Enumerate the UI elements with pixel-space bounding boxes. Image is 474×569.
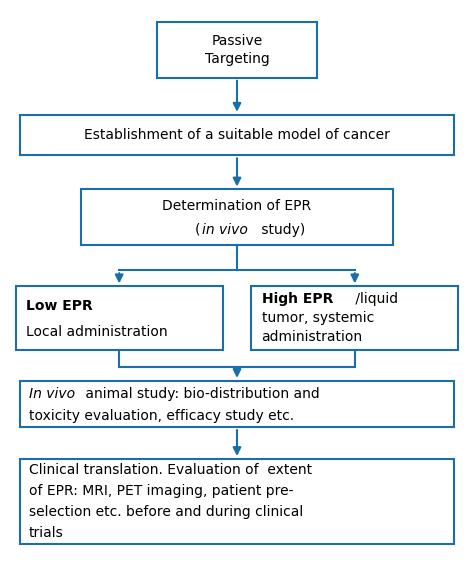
FancyBboxPatch shape — [20, 114, 454, 155]
Text: trials: trials — [29, 526, 64, 540]
Text: In vivo: In vivo — [29, 387, 75, 401]
FancyBboxPatch shape — [20, 381, 454, 427]
FancyBboxPatch shape — [157, 22, 317, 78]
Text: (: ( — [195, 222, 200, 237]
FancyBboxPatch shape — [251, 286, 458, 349]
Text: in vivo: in vivo — [201, 222, 247, 237]
Text: administration: administration — [262, 330, 363, 344]
FancyBboxPatch shape — [16, 286, 223, 349]
Text: Low EPR: Low EPR — [26, 299, 92, 314]
Text: of EPR: MRI, PET imaging, patient pre-: of EPR: MRI, PET imaging, patient pre- — [29, 484, 293, 498]
Text: study): study) — [257, 222, 305, 237]
FancyBboxPatch shape — [82, 189, 392, 245]
Text: selection etc. before and during clinical: selection etc. before and during clinica… — [29, 505, 303, 519]
Text: /liquid: /liquid — [351, 292, 398, 306]
Text: toxicity evaluation, efficacy study etc.: toxicity evaluation, efficacy study etc. — [29, 409, 294, 423]
Text: Determination of EPR: Determination of EPR — [163, 199, 311, 213]
Text: tumor, systemic: tumor, systemic — [262, 311, 374, 325]
Text: Local administration: Local administration — [26, 325, 167, 339]
Text: Establishment of a suitable model of cancer: Establishment of a suitable model of can… — [84, 128, 390, 142]
FancyBboxPatch shape — [20, 459, 454, 544]
Text: Passive
Targeting: Passive Targeting — [205, 34, 269, 66]
Text: Clinical translation. Evaluation of  extent: Clinical translation. Evaluation of exte… — [29, 463, 312, 476]
Text: animal study: bio-distribution and: animal study: bio-distribution and — [82, 387, 320, 401]
Text: High EPR: High EPR — [262, 292, 333, 306]
